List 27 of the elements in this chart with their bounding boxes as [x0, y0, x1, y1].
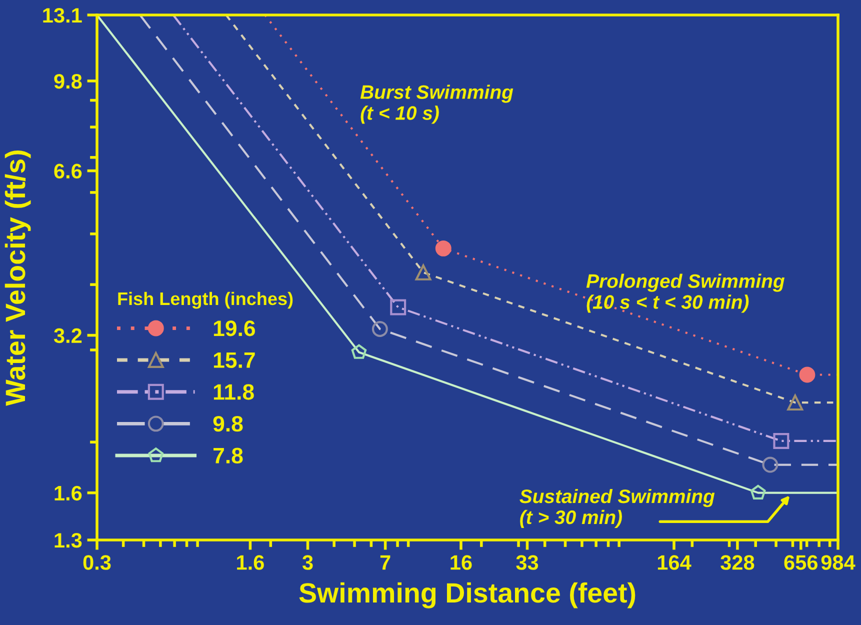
x-tick-label: 3 — [302, 555, 313, 570]
y-tick-label: 9.8 — [54, 74, 82, 89]
legend-label: 15.7 — [214, 352, 255, 368]
annotation: Burst Swimming (t < 10 s) — [360, 84, 514, 124]
legend-label: 19.6 — [214, 320, 256, 336]
legend-label: 9.8 — [213, 416, 243, 432]
legend-title: Fish Length (inches) — [118, 292, 293, 309]
x-tick-label: 16 — [450, 555, 472, 570]
x-tick-label: 656 — [784, 555, 818, 570]
x-tick-label: 7 — [380, 555, 390, 570]
y-tick-label: 1.3 — [54, 533, 82, 548]
legend-label: 11.8 — [214, 384, 254, 400]
x-tick-label: 984 — [821, 555, 856, 570]
legend-label: 7.8 — [214, 448, 243, 464]
y-tick-label: 3.2 — [54, 328, 82, 344]
annotation: Sustained Swimming (t > 30 min) — [520, 488, 715, 528]
x-tick-label: 0.3 — [83, 555, 111, 570]
y-tick-label: 6.6 — [54, 164, 82, 179]
x-tick-label: 1.6 — [237, 555, 264, 570]
x-axis-title: Swimming Distance (feet) — [299, 582, 636, 608]
y-tick-label: 13.1 — [43, 8, 82, 23]
y-axis-title: Water Velocity (ft/s) — [4, 150, 31, 406]
x-tick-label: 328 — [720, 555, 754, 570]
x-tick-label: 164 — [658, 555, 692, 570]
annotation: Prolonged Swimming (10 s < t < 30 min) — [586, 274, 784, 313]
y-tick-label: 1.6 — [54, 486, 82, 501]
x-tick-label: 33 — [516, 555, 538, 570]
